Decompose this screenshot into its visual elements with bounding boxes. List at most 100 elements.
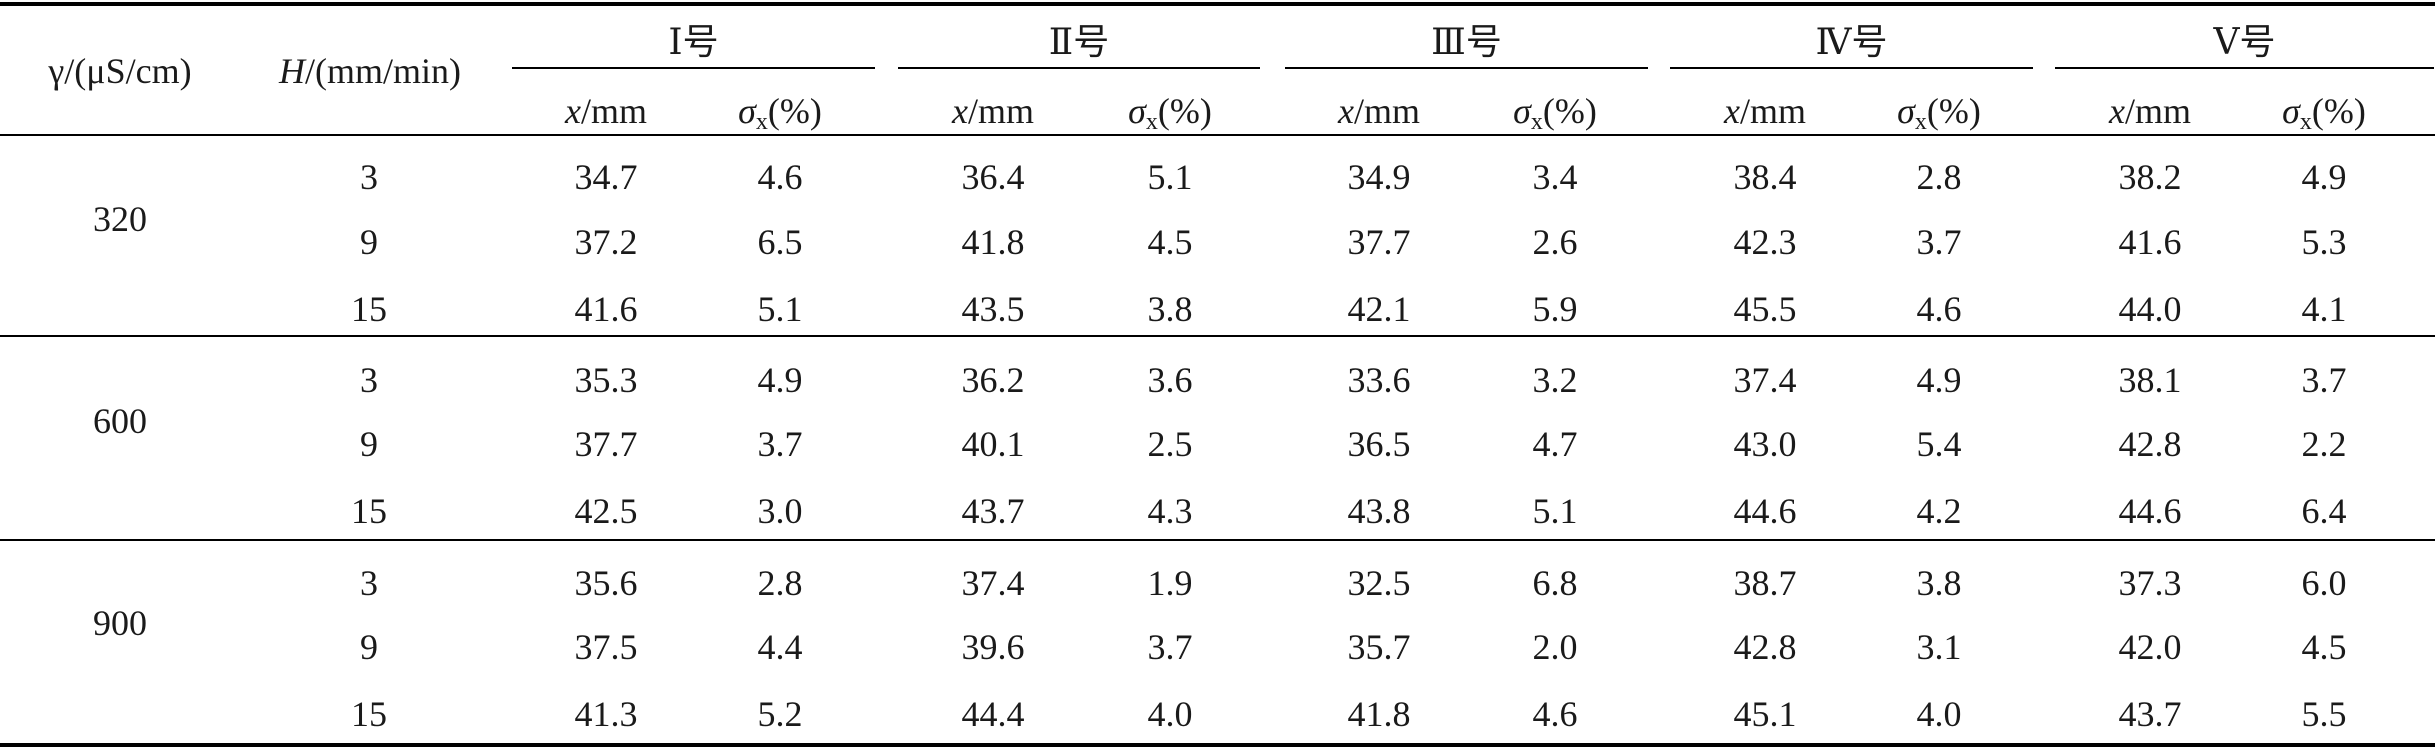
x-value: 45.1 <box>1733 694 1797 734</box>
x-value: 44.6 <box>1733 491 1797 531</box>
x-value: 34.7 <box>574 157 638 197</box>
H-value: 3 <box>360 360 378 400</box>
sigma-value: 4.1 <box>2301 289 2347 329</box>
sigma-value: 4.6 <box>757 157 803 197</box>
sigma-value: 3.1 <box>1916 627 1962 667</box>
group-underline <box>2055 67 2434 69</box>
sigma-value: 2.5 <box>1147 424 1193 464</box>
x-value: 43.5 <box>961 289 1025 329</box>
sigma-value: 2.8 <box>1916 157 1962 197</box>
x-value: 41.8 <box>961 222 1025 262</box>
sigma-value: 3.8 <box>1147 289 1193 329</box>
sigma-value: 4.7 <box>1532 424 1578 464</box>
x-value: 38.2 <box>2118 157 2182 197</box>
group-underline <box>1285 67 1648 69</box>
sigma-value: 5.3 <box>2301 222 2347 262</box>
sigma-value: 3.7 <box>757 424 803 464</box>
group-underline <box>1670 67 2033 69</box>
sigma-value: 2.2 <box>2301 424 2347 464</box>
x-value: 35.7 <box>1347 627 1411 667</box>
gamma-value: 320 <box>93 199 147 239</box>
sigma-value: 3.7 <box>2301 360 2347 400</box>
sigma-value: 6.5 <box>757 222 803 262</box>
group-underline <box>898 67 1260 69</box>
sigma-value: 4.9 <box>757 360 803 400</box>
group-header: Ⅴ号 <box>2213 22 2276 62</box>
sigma-value: 4.0 <box>1916 694 1962 734</box>
x-value: 36.2 <box>961 360 1025 400</box>
sigma-value: 5.1 <box>757 289 803 329</box>
sigma-value: 5.2 <box>757 694 803 734</box>
x-value: 45.5 <box>1733 289 1797 329</box>
x-value: 37.4 <box>1733 360 1797 400</box>
x-value: 33.6 <box>1347 360 1411 400</box>
sigma-value: 4.9 <box>2301 157 2347 197</box>
sigma-value: 3.7 <box>1147 627 1193 667</box>
sigma-value: 3.8 <box>1916 563 1962 603</box>
sigma-column-header: σx(%) <box>1128 91 1212 135</box>
sigma-column-header: σx(%) <box>1897 91 1981 135</box>
x-value: 41.6 <box>574 289 638 329</box>
sigma-value: 5.1 <box>1532 491 1578 531</box>
H-value: 9 <box>360 424 378 464</box>
sigma-value: 4.3 <box>1147 491 1193 531</box>
x-value: 41.3 <box>574 694 638 734</box>
sigma-value: 6.8 <box>1532 563 1578 603</box>
sigma-value: 5.5 <box>2301 694 2347 734</box>
x-column-header: x/mm <box>1338 91 1420 131</box>
x-value: 42.5 <box>574 491 638 531</box>
block-divider <box>0 335 2435 337</box>
x-column-header: x/mm <box>2109 91 2191 131</box>
x-column-header: x/mm <box>565 91 647 131</box>
H-value: 15 <box>351 694 387 734</box>
sigma-value: 4.4 <box>757 627 803 667</box>
sigma-column-header: σx(%) <box>738 91 822 135</box>
sigma-value: 4.6 <box>1916 289 1962 329</box>
x-value: 36.5 <box>1347 424 1411 464</box>
block-divider <box>0 539 2435 541</box>
x-value: 44.4 <box>961 694 1025 734</box>
sigma-column-header: σx(%) <box>1513 91 1597 135</box>
x-value: 44.0 <box>2118 289 2182 329</box>
sigma-value: 4.5 <box>2301 627 2347 667</box>
sigma-value: 3.4 <box>1532 157 1578 197</box>
group-underline <box>512 67 875 69</box>
x-value: 42.0 <box>2118 627 2182 667</box>
x-value: 41.6 <box>2118 222 2182 262</box>
x-value: 42.3 <box>1733 222 1797 262</box>
sigma-value: 3.2 <box>1532 360 1578 400</box>
sigma-value: 6.0 <box>2301 563 2347 603</box>
x-value: 40.1 <box>961 424 1025 464</box>
x-column-header: x/mm <box>1724 91 1806 131</box>
sigma-value: 4.5 <box>1147 222 1193 262</box>
sigma-value: 6.4 <box>2301 491 2347 531</box>
x-value: 37.7 <box>574 424 638 464</box>
x-value: 42.1 <box>1347 289 1411 329</box>
x-value: 38.4 <box>1733 157 1797 197</box>
x-column-header: x/mm <box>952 91 1034 131</box>
group-header: Ⅱ号 <box>1048 22 1110 62</box>
x-value: 43.7 <box>2118 694 2182 734</box>
sigma-value: 5.9 <box>1532 289 1578 329</box>
x-value: 35.3 <box>574 360 638 400</box>
x-value: 43.7 <box>961 491 1025 531</box>
x-value: 35.6 <box>574 563 638 603</box>
gamma-header: γ/(μS/cm) <box>48 51 192 91</box>
group-header: Ⅲ号 <box>1431 22 1502 62</box>
group-header: Ⅰ号 <box>668 22 719 62</box>
x-value: 34.9 <box>1347 157 1411 197</box>
sigma-value: 2.8 <box>757 563 803 603</box>
x-value: 42.8 <box>1733 627 1797 667</box>
bottom-rule <box>0 743 2435 747</box>
x-value: 37.7 <box>1347 222 1411 262</box>
H-value: 3 <box>360 157 378 197</box>
gamma-value: 600 <box>93 401 147 441</box>
x-value: 37.5 <box>574 627 638 667</box>
sigma-value: 4.9 <box>1916 360 1962 400</box>
x-value: 38.7 <box>1733 563 1797 603</box>
x-value: 36.4 <box>961 157 1025 197</box>
x-value: 44.6 <box>2118 491 2182 531</box>
x-value: 43.8 <box>1347 491 1411 531</box>
x-value: 37.4 <box>961 563 1025 603</box>
